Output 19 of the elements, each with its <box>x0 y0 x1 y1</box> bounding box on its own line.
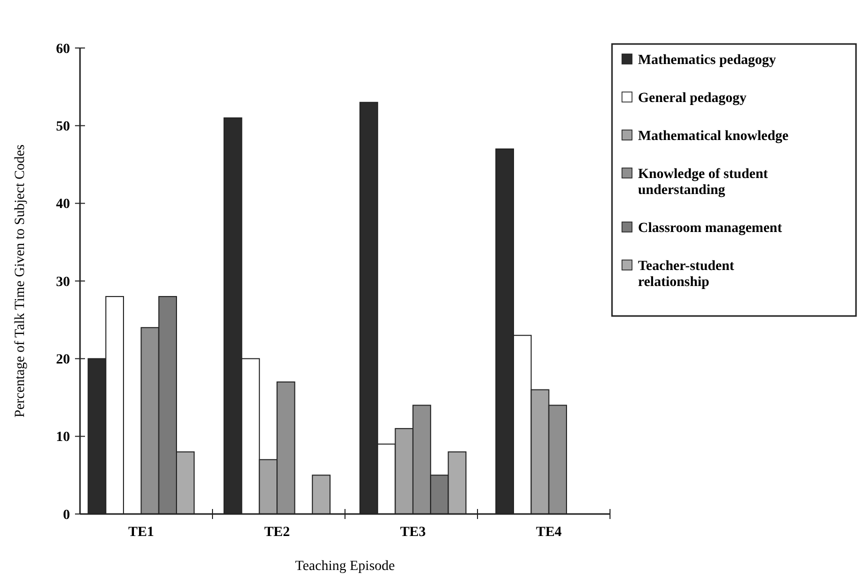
legend-label: Knowledge of student understanding <box>638 167 768 198</box>
y-tick-label: 0 <box>63 508 70 523</box>
y-tick-label: 50 <box>56 120 70 135</box>
y-tick-label: 60 <box>56 42 70 57</box>
x-tick-label: TE1 <box>128 525 154 540</box>
x-tick-label: TE4 <box>536 525 562 540</box>
y-axis-title: Percentage of Talk Time Given to Subject Codes <box>13 144 28 418</box>
x-tick-label: TE2 <box>264 525 290 540</box>
y-tick-label: 20 <box>56 352 70 368</box>
y-tick-label: 40 <box>56 197 70 212</box>
legend-label: Mathematics pedagogy <box>638 53 776 68</box>
y-tick-label: 10 <box>56 430 70 446</box>
legend-label: General pedagogy <box>638 91 746 106</box>
legend-label: Mathematical knowledge <box>638 129 788 144</box>
x-tick-label: TE3 <box>400 525 426 540</box>
legend-label: Teacher-student relationship <box>638 259 735 290</box>
y-tick-label: 30 <box>56 274 70 290</box>
x-axis-title: Teaching Episode <box>295 559 395 574</box>
legend-label: Classroom management <box>638 221 782 236</box>
